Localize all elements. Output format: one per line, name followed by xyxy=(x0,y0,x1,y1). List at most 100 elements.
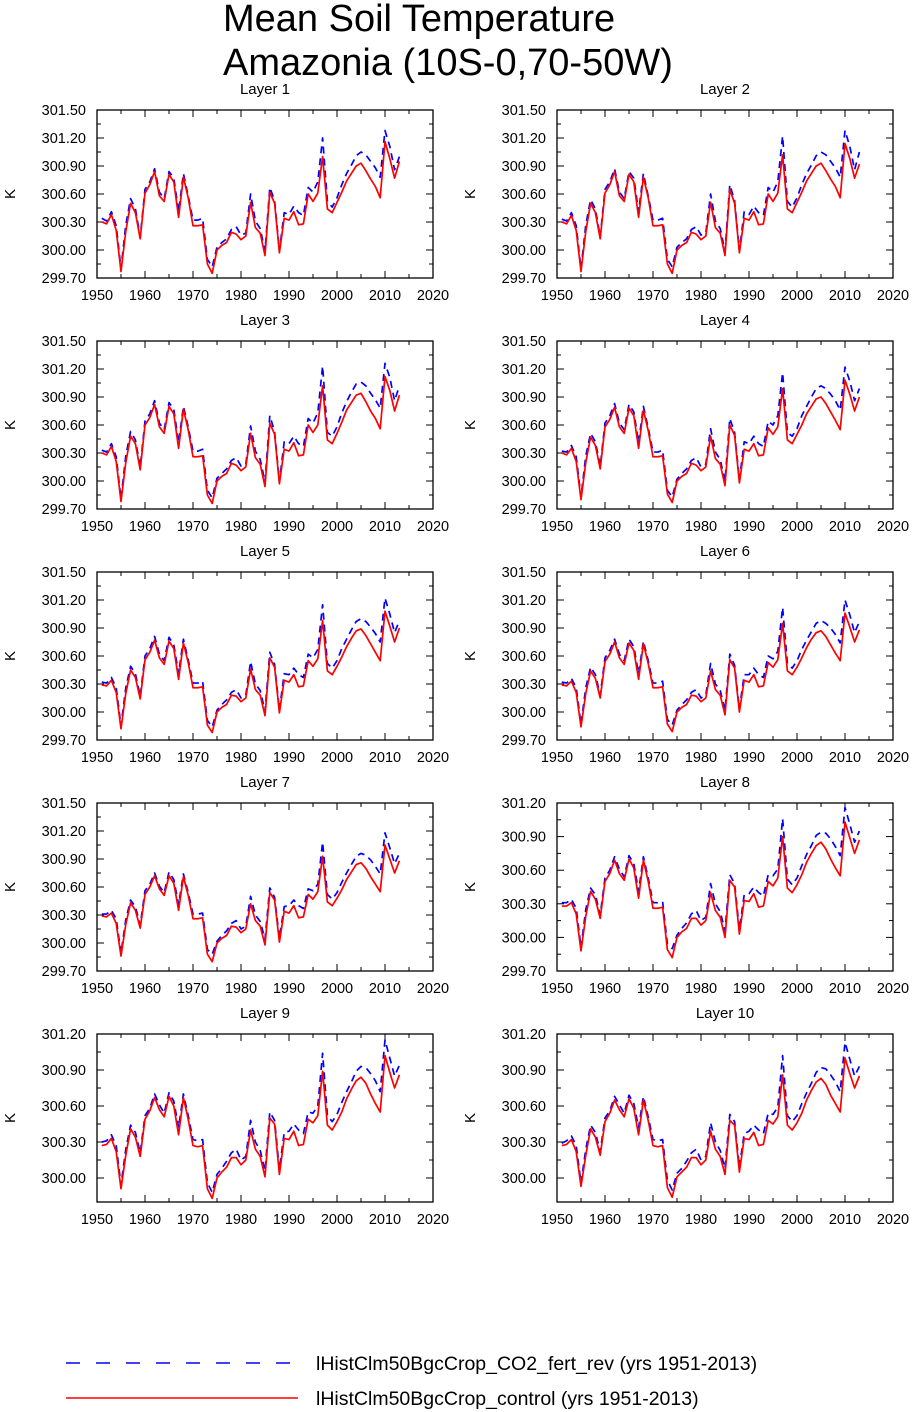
legend-label-co2-fert: lHistClm50BgcCrop_CO2_fert_rev (yrs 1951… xyxy=(316,1353,757,1375)
x-tick-label: 2010 xyxy=(369,1212,401,1228)
y-axis-label: K xyxy=(462,882,479,892)
y-tick-label: 300.00 xyxy=(502,474,546,490)
y-tick-label: 301.20 xyxy=(502,362,546,378)
x-tick-label: 2000 xyxy=(321,981,353,997)
y-tick-label: 300.60 xyxy=(502,187,546,203)
panel-layer-1: Layer 1 K 1950 1960 1970 1980 1990 2000 2010 2020… xyxy=(2,81,449,304)
y-tick-label: 300.60 xyxy=(42,187,86,203)
x-tick-label: 1960 xyxy=(129,750,161,766)
x-tick-label: 2000 xyxy=(781,519,813,535)
y-tick-label: 301.20 xyxy=(42,131,86,147)
x-tick-label: 1960 xyxy=(589,750,621,766)
y-tick-label: 300.60 xyxy=(42,880,86,896)
y-axis-label: K xyxy=(2,651,19,661)
x-tick-label: 1990 xyxy=(273,1212,305,1228)
x-tick-label: 1990 xyxy=(733,1212,765,1228)
x-tick-label: 2010 xyxy=(369,519,401,535)
x-tick-label: 2020 xyxy=(877,981,909,997)
x-tick-label: 2020 xyxy=(417,750,449,766)
x-tick-label: 2010 xyxy=(369,288,401,304)
plot-frame xyxy=(556,340,894,510)
y-tick-label: 299.70 xyxy=(42,733,86,749)
x-tick-label: 2000 xyxy=(781,1212,813,1228)
y-tick-label: 301.20 xyxy=(502,1027,546,1043)
y-tick-label: 299.70 xyxy=(502,733,546,749)
y-tick-label: 300.00 xyxy=(42,1171,86,1187)
panel-layer-2: Layer 2 K 1950 1960 1970 1980 1990 2000 2010 2020… xyxy=(462,81,909,304)
x-tick-label: 1950 xyxy=(81,1212,113,1228)
x-tick-label: 1960 xyxy=(129,288,161,304)
y-tick-label: 300.60 xyxy=(502,649,546,665)
panel-title: Layer 9 xyxy=(240,1005,290,1022)
y-tick-label: 300.00 xyxy=(502,705,546,721)
x-tick-label: 1990 xyxy=(733,519,765,535)
x-tick-label: 1980 xyxy=(685,519,717,535)
series-line-co2-fert xyxy=(561,1041,861,1191)
y-tick-label: 301.20 xyxy=(502,131,546,147)
y-tick-label: 300.60 xyxy=(502,863,546,879)
series-line-control xyxy=(101,844,401,963)
y-tick-label: 299.70 xyxy=(42,964,86,980)
plot-frame xyxy=(556,571,894,741)
x-tick-label: 1970 xyxy=(637,519,669,535)
x-tick-label: 1970 xyxy=(177,1212,209,1228)
x-tick-label: 1990 xyxy=(273,519,305,535)
x-tick-label: 1970 xyxy=(177,981,209,997)
y-tick-label: 300.30 xyxy=(502,897,546,913)
x-tick-label: 1990 xyxy=(273,750,305,766)
panel-title: Layer 7 xyxy=(240,774,290,791)
y-tick-label: 300.90 xyxy=(42,390,86,406)
x-tick-label: 1970 xyxy=(637,981,669,997)
series-line-co2-fert xyxy=(101,362,401,500)
series-line-co2-fert xyxy=(101,832,401,956)
y-tick-label: 301.20 xyxy=(42,593,86,609)
y-tick-label: 300.30 xyxy=(42,677,86,693)
x-tick-label: 2020 xyxy=(877,288,909,304)
x-tick-label: 1980 xyxy=(225,1212,257,1228)
panel-title: Layer 5 xyxy=(240,543,290,560)
x-tick-label: 1990 xyxy=(273,981,305,997)
series-line-control xyxy=(561,821,861,959)
x-tick-label: 2010 xyxy=(369,750,401,766)
x-tick-label: 1950 xyxy=(541,288,573,304)
x-tick-label: 1970 xyxy=(177,288,209,304)
x-tick-label: 2010 xyxy=(829,981,861,997)
y-tick-label: 300.90 xyxy=(502,1063,546,1079)
x-tick-label: 1990 xyxy=(733,288,765,304)
y-tick-label: 300.90 xyxy=(502,830,546,846)
panel-layer-8: Layer 8 K 1950 1960 1970 1980 1990 2000 2010 2020… xyxy=(462,774,909,997)
x-tick-label: 1950 xyxy=(541,1212,573,1228)
series-line-control xyxy=(561,612,861,733)
y-tick-label: 301.50 xyxy=(502,103,546,119)
x-tick-label: 2010 xyxy=(829,519,861,535)
y-tick-label: 299.70 xyxy=(42,502,86,518)
y-tick-label: 300.60 xyxy=(502,418,546,434)
y-tick-label: 300.90 xyxy=(502,621,546,637)
x-tick-label: 1970 xyxy=(177,519,209,535)
y-axis-label: K xyxy=(462,420,479,430)
x-tick-label: 2000 xyxy=(321,1212,353,1228)
x-tick-label: 2000 xyxy=(321,519,353,535)
x-tick-label: 2000 xyxy=(781,288,813,304)
x-tick-label: 2000 xyxy=(321,288,353,304)
y-tick-label: 300.90 xyxy=(42,159,86,175)
series-line-control xyxy=(101,1054,401,1200)
x-tick-label: 1950 xyxy=(81,519,113,535)
series-line-control xyxy=(561,142,861,275)
panel-title: Layer 2 xyxy=(700,81,750,98)
y-axis-label: K xyxy=(2,1113,19,1123)
x-tick-label: 2010 xyxy=(829,1212,861,1228)
x-tick-label: 1980 xyxy=(685,750,717,766)
x-tick-label: 2020 xyxy=(417,519,449,535)
y-tick-label: 300.90 xyxy=(42,621,86,637)
x-tick-label: 1960 xyxy=(589,288,621,304)
y-tick-label: 301.20 xyxy=(42,824,86,840)
y-tick-label: 300.00 xyxy=(42,474,86,490)
x-tick-label: 2000 xyxy=(781,750,813,766)
x-tick-label: 1970 xyxy=(637,750,669,766)
series-line-co2-fert xyxy=(101,597,401,728)
x-tick-label: 2010 xyxy=(829,288,861,304)
y-tick-label: 300.90 xyxy=(502,390,546,406)
panel-layer-9: Layer 9 K 1950 1960 1970 1980 1990 2000 2010 2020… xyxy=(2,1005,449,1228)
